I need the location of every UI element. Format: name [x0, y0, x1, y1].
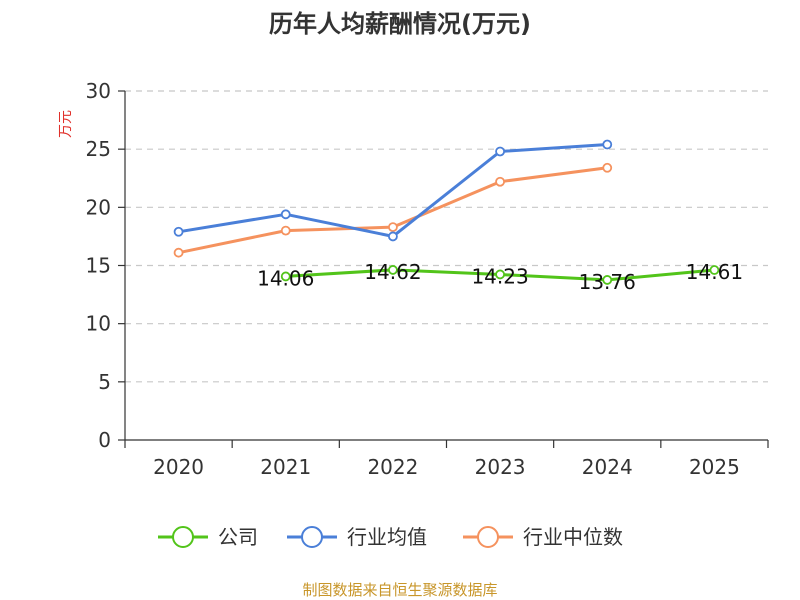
data-point[interactable]	[388, 265, 398, 275]
data-label: 14.61	[686, 260, 743, 284]
data-point[interactable]	[173, 247, 184, 258]
data-label: 14.62	[364, 260, 421, 284]
data-point[interactable]	[602, 162, 613, 173]
x-tick-label: 2023	[475, 455, 526, 479]
data-point[interactable]	[495, 176, 505, 187]
legend-swatch-marker	[301, 526, 323, 548]
data-point[interactable]	[173, 226, 184, 237]
data-label: 14.06	[257, 266, 314, 290]
legend-label[interactable]: 公司	[218, 525, 258, 549]
y-tick-label: 20	[86, 195, 111, 219]
x-tick-label: 2021	[260, 455, 311, 479]
y-tick-label: 15	[86, 254, 111, 278]
grid-lines	[125, 90, 768, 383]
y-axis-label: 万元	[58, 110, 74, 138]
data-point[interactable]	[280, 225, 291, 236]
y-tick-label: 10	[86, 312, 111, 336]
data-point[interactable]	[388, 222, 398, 233]
legend[interactable]: 公司 行业均值 行业中位数	[158, 525, 623, 549]
legend-label[interactable]: 行业均值	[347, 525, 427, 549]
data-point[interactable]	[280, 209, 291, 220]
y-tick-label: 30	[86, 79, 111, 103]
x-tick-label: 2024	[582, 455, 633, 479]
data-point[interactable]	[602, 275, 613, 285]
x-tick-label: 2022	[367, 455, 418, 479]
y-tick-label: 25	[86, 137, 111, 161]
x-tick-label: 2020	[153, 455, 204, 479]
data-point[interactable]	[709, 265, 720, 275]
series-group	[173, 139, 720, 285]
legend-swatch-marker	[172, 526, 194, 548]
data-labels: 14.06 14.62 14.23 13.76 14.61	[257, 260, 743, 294]
x-tick-label: 2025	[689, 455, 740, 479]
data-label: 13.76	[579, 270, 636, 294]
chart-title: 历年人均薪酬情况(万元)	[269, 10, 531, 38]
y-tick-label: 0	[98, 428, 111, 452]
data-label: 14.23	[471, 264, 528, 288]
source-note: 制图数据来自恒生聚源数据库	[302, 581, 497, 599]
legend-label[interactable]: 行业中位数	[523, 525, 623, 549]
data-point[interactable]	[388, 231, 398, 242]
data-point[interactable]	[495, 269, 505, 280]
y-tick-label: 5	[98, 370, 111, 394]
data-point[interactable]	[602, 139, 613, 150]
data-point[interactable]	[495, 146, 505, 157]
data-point[interactable]	[280, 271, 291, 282]
legend-swatch-marker	[477, 526, 499, 548]
